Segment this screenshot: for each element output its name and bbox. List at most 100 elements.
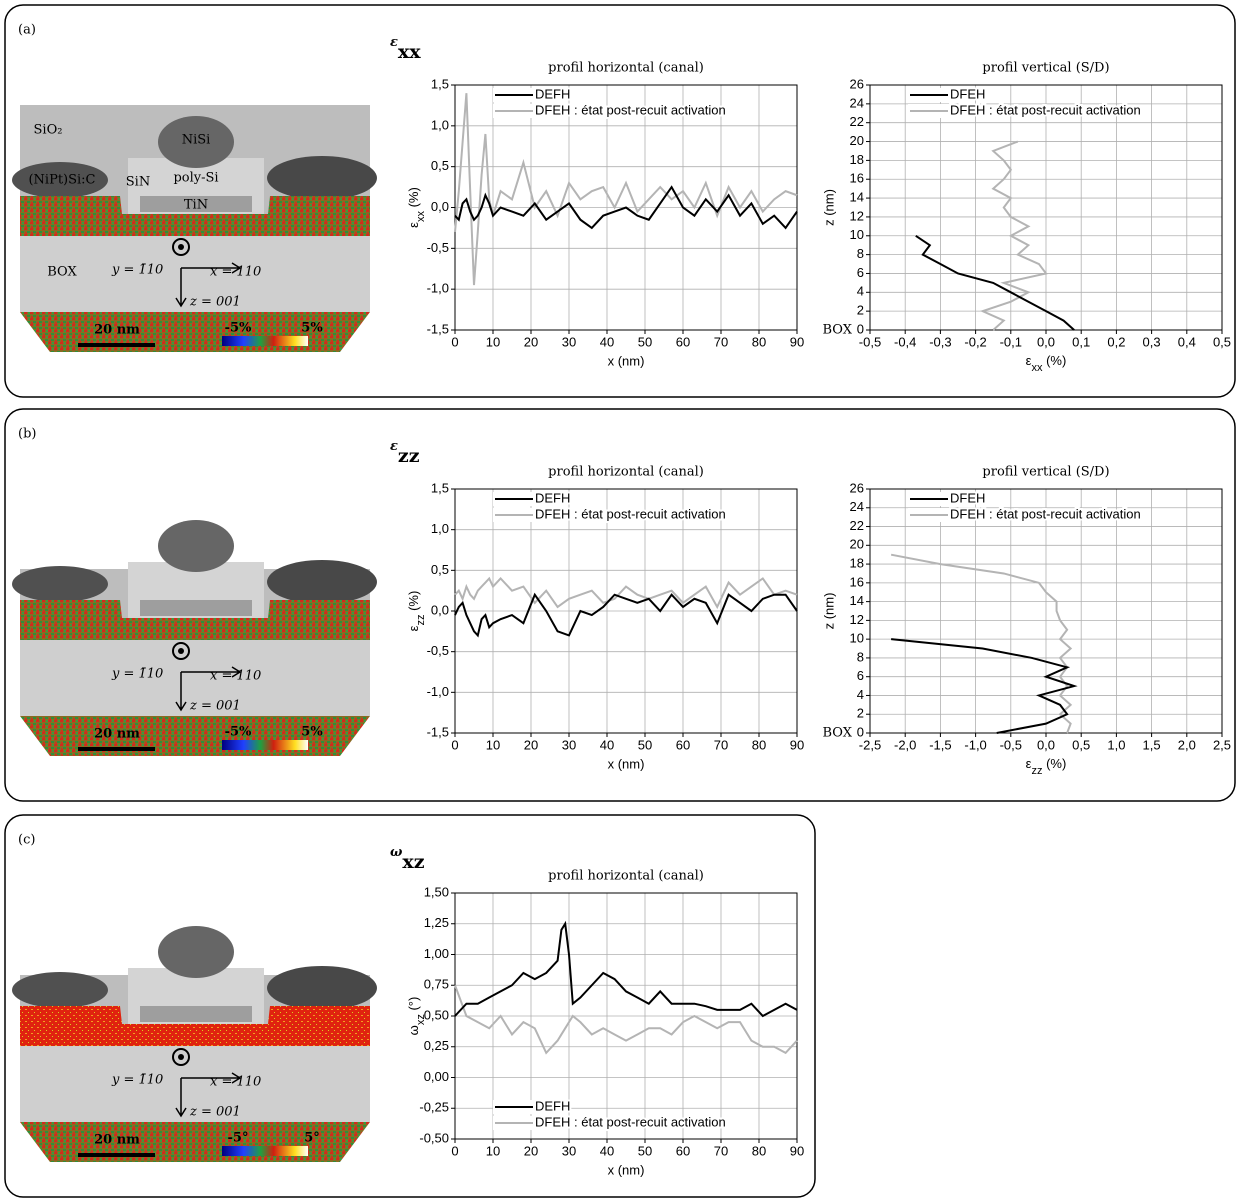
- data-line: [454, 185, 798, 230]
- x-tick-label: 20: [524, 334, 538, 349]
- y-annotation: BOX: [823, 323, 853, 338]
- y-tick-label: 26: [850, 76, 864, 91]
- x-tick-label: -0,4: [894, 334, 916, 349]
- data-line: [454, 93, 798, 286]
- chart-title: profil vertical (S/D): [982, 61, 1109, 76]
- y-axis-label: εzz (%): [406, 591, 426, 632]
- image-label: TiN: [184, 198, 208, 213]
- x-tick-label: 70: [714, 1143, 728, 1158]
- y-tick-label: -1,0: [427, 684, 449, 699]
- quantity-symbol: εzz: [390, 439, 420, 468]
- legend-label: DFEH: [950, 86, 985, 101]
- y-tick-label: 14: [850, 593, 864, 608]
- axis-arrow: [175, 262, 242, 308]
- legend-label: DEFH: [535, 86, 570, 101]
- y-tick-label: 20: [850, 133, 864, 148]
- y-axis-label: z (nm): [821, 189, 836, 226]
- y-tick-label: 0,5: [431, 158, 449, 173]
- y-tick-label: 1,25: [424, 915, 449, 930]
- symbol-subscript: xx: [398, 41, 421, 63]
- y-tick-label: 0,00: [424, 1069, 449, 1084]
- image-label: y = 1̄10: [111, 263, 163, 278]
- y-tick-label: -1,5: [427, 724, 449, 739]
- chart-title: profil horizontal (canal): [548, 61, 704, 76]
- x-axis-label: x (nm): [608, 353, 645, 368]
- tem-contact: [267, 156, 377, 200]
- y-axis-label: ωxz (°): [406, 997, 426, 1036]
- colorbar: [222, 336, 308, 346]
- panel-frame: [4, 814, 816, 1198]
- y-tick-label: 0: [857, 321, 864, 336]
- x-tick-label: 60: [676, 334, 690, 349]
- image-label: 20 nm: [94, 323, 140, 338]
- tem-contact: [12, 972, 108, 1008]
- symbol-subscript: xz: [402, 851, 424, 873]
- image-label: (NiPt)Si:C: [28, 173, 95, 188]
- y-tick-label: 22: [850, 518, 864, 533]
- x-axis-label: x (nm): [608, 1162, 645, 1177]
- label-unit: (%): [406, 187, 421, 211]
- x-tick-label: -1,5: [929, 737, 951, 752]
- x-tick-label: 0: [451, 737, 458, 752]
- y-tick-label: 2: [857, 706, 864, 721]
- x-tick-label: 1,0: [1107, 737, 1125, 752]
- axis-dot-ring: [172, 642, 190, 660]
- image-label: y = 1̄10: [111, 1073, 163, 1088]
- y-tick-label: 0,75: [424, 977, 449, 992]
- x-tick-label: 0: [451, 334, 458, 349]
- legend-label: DFEH : état post-recuit activation: [535, 102, 726, 117]
- chart-title: profil vertical (S/D): [982, 465, 1109, 480]
- data-line: [454, 576, 798, 610]
- x-tick-label: 0,3: [1143, 334, 1161, 349]
- y-tick-label: 0: [857, 724, 864, 739]
- legend-label: DFEH : état post-recuit activation: [535, 506, 726, 521]
- axis-dot-ring: [172, 1048, 190, 1066]
- x-tick-label: -0,5: [859, 334, 881, 349]
- y-tick-label: 14: [850, 190, 864, 205]
- x-tick-label: 20: [524, 1143, 538, 1158]
- image-label: poly-Si: [173, 171, 218, 186]
- x-tick-label: 60: [676, 737, 690, 752]
- y-tick-label: -1,5: [427, 321, 449, 336]
- y-annotation: BOX: [823, 726, 853, 741]
- y-tick-label: 0,0: [431, 199, 449, 214]
- y-axis-label: z (nm): [821, 593, 836, 630]
- panel-frame: [4, 4, 1236, 398]
- y-tick-label: 10: [850, 227, 864, 242]
- panel-label: (c): [18, 833, 35, 848]
- x-axis-label: εzz (%): [1026, 756, 1067, 776]
- x-tick-label: 0,0: [1037, 737, 1055, 752]
- data-line: [891, 638, 1078, 734]
- y-tick-label: 0,5: [431, 562, 449, 577]
- x-tick-label: 30: [562, 737, 576, 752]
- y-tick-label: 1,50: [424, 884, 449, 899]
- data-line: [454, 920, 798, 1018]
- x-tick-label: 30: [562, 1143, 576, 1158]
- y-tick-label: 1,00: [424, 946, 449, 961]
- y-tick-label: 4: [857, 284, 864, 299]
- panel-frame: [4, 408, 1236, 802]
- image-label: y = 1̄10: [111, 667, 163, 682]
- panel-label: (a): [18, 23, 36, 38]
- plot-frame: [869, 84, 1223, 331]
- image-label: -5°: [228, 1131, 249, 1146]
- image-label: -5%: [225, 321, 252, 336]
- image-label: BOX: [47, 265, 77, 280]
- x-tick-label: 20: [524, 737, 538, 752]
- x-axis-label: εxx (%): [1026, 353, 1067, 373]
- x-tick-label: 1,5: [1143, 737, 1161, 752]
- tem-contact: [12, 162, 108, 198]
- y-tick-label: 26: [850, 480, 864, 495]
- label-subscript: zz: [1031, 765, 1042, 777]
- x-tick-label: 90: [790, 737, 804, 752]
- y-tick-label: 12: [850, 208, 864, 223]
- symbol: ε: [390, 439, 398, 454]
- x-tick-label: 80: [752, 1143, 766, 1158]
- tem-contact: [12, 566, 108, 602]
- y-tick-label: 4: [857, 687, 864, 702]
- colorbar: [222, 1146, 308, 1156]
- x-tick-label: 50: [638, 334, 652, 349]
- tem-tin: [140, 1006, 252, 1022]
